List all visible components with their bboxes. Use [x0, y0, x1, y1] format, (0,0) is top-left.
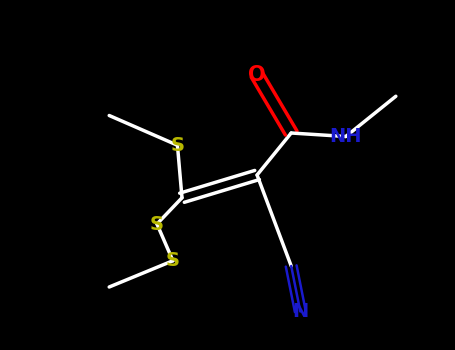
- Text: S: S: [166, 251, 180, 270]
- Text: N: N: [292, 302, 308, 321]
- Text: S: S: [150, 215, 164, 233]
- Text: S: S: [171, 136, 184, 155]
- Text: O: O: [248, 65, 266, 85]
- Text: NH: NH: [329, 127, 362, 146]
